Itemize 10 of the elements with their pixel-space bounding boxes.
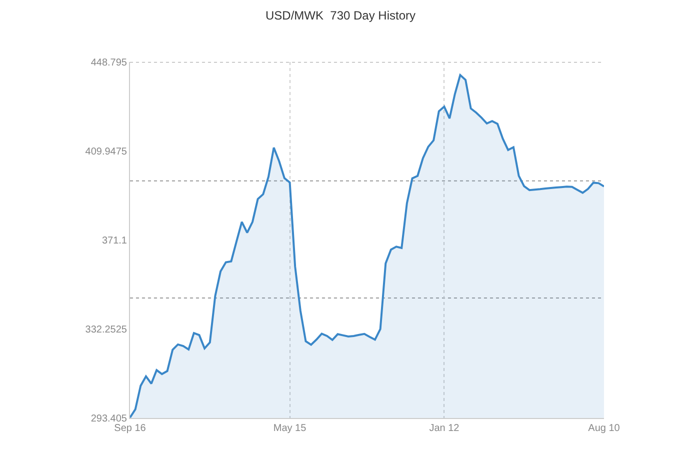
x-tick-label: Aug 10 <box>588 423 620 434</box>
y-tick-label: 371.1 <box>102 236 128 246</box>
y-tick-label: 332.2525 <box>85 324 128 336</box>
y-tick-label: 409.9475 <box>85 146 128 158</box>
y-tick-label: 448.795 <box>90 58 128 68</box>
chart-title: USD/MWK 730 Day History <box>265 8 416 23</box>
y-tick-label: 293.405 <box>90 414 128 424</box>
x-tick-label: May 15 <box>273 423 307 434</box>
x-tick-label: Sep 16 <box>114 423 146 434</box>
x-tick-label: Jan 12 <box>429 423 460 434</box>
